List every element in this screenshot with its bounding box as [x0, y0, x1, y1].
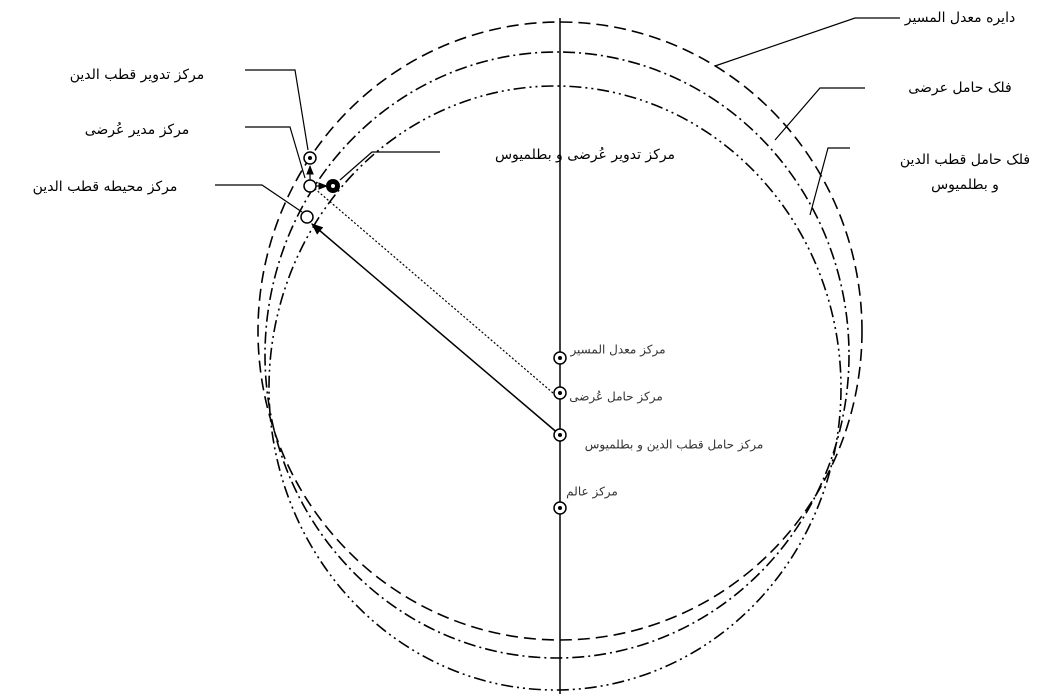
label: مرکز حامل عُرضی — [569, 390, 663, 405]
label: دایره معدل المسیر — [904, 10, 1015, 26]
label: مرکز تدویر قطب الدین — [70, 67, 205, 83]
qutb-deferent — [268, 85, 842, 691]
label: مرکز معدل المسیر — [569, 343, 665, 358]
label: فلک حامل قطب الدین — [900, 152, 1030, 168]
equant-circle — [257, 21, 863, 641]
leader-line — [245, 126, 306, 179]
label: فلک حامل عرضی — [908, 80, 1011, 96]
vector — [311, 223, 561, 436]
points — [300, 151, 567, 515]
leader-line — [339, 151, 440, 181]
label: مرکز تدویر عُرضی و بطلمیوس — [495, 147, 675, 163]
label: و بطلمیوس — [931, 177, 999, 193]
leader-line — [774, 87, 865, 141]
leader-line — [215, 184, 303, 213]
label: مرکز حامل قطب الدین و بطلمیوس — [585, 438, 764, 453]
leader-line — [714, 17, 900, 67]
dotted-vector — [313, 187, 554, 394]
label: مرکز عالم — [566, 485, 618, 500]
label: مرکز محیطه قطب الدین — [33, 179, 178, 195]
label: مرکز مدیر عُرضی — [85, 122, 190, 138]
latitude-deferent — [264, 51, 850, 659]
leader-line — [245, 69, 309, 151]
leader-line — [809, 147, 850, 216]
